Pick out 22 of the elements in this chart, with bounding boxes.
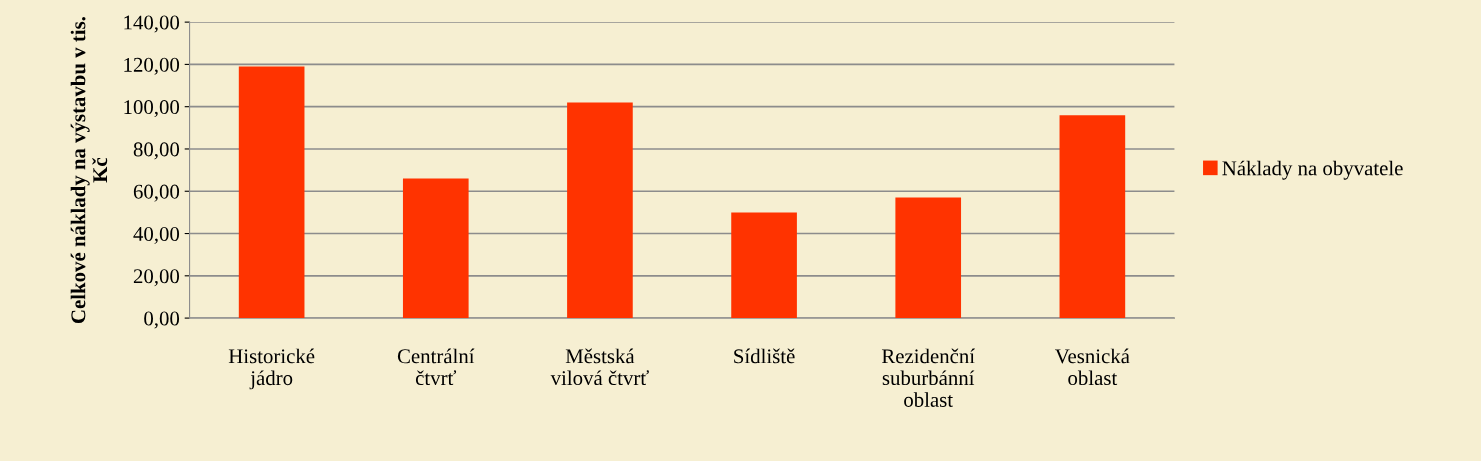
x-tick-label: Sídliště (734, 348, 795, 364)
y-tick-label: 60,00 (133, 184, 180, 202)
x-tick-label: Centrální čtvrť (397, 348, 475, 386)
bar (895, 197, 962, 319)
y-tick-label: 120,00 (124, 57, 180, 75)
bar (402, 178, 469, 319)
bar (1059, 115, 1126, 319)
x-tick-label: Vesnická oblast (1054, 348, 1130, 386)
bar (567, 102, 633, 319)
bar (731, 212, 797, 319)
y-tick-label: 40,00 (133, 226, 180, 244)
y-tick-label: 20,00 (133, 269, 180, 287)
x-tick-label: Historické jádro (228, 348, 315, 390)
y-tick-label: 80,00 (133, 142, 180, 160)
legend-label: Náklady na obyvatele (1222, 160, 1403, 180)
y-tick-label: 0,00 (144, 311, 180, 329)
x-tick-label: Městská vilová čtvrť (550, 348, 649, 386)
y-tick-label: 140,00 (124, 15, 180, 33)
y-axis-title: Celkové náklady na výstavbu v tis. Kč (70, 17, 108, 324)
x-tick-label: Rezidenční suburbánní oblast (881, 348, 975, 407)
bar (238, 66, 305, 319)
y-tick-label: 100,00 (124, 100, 180, 118)
